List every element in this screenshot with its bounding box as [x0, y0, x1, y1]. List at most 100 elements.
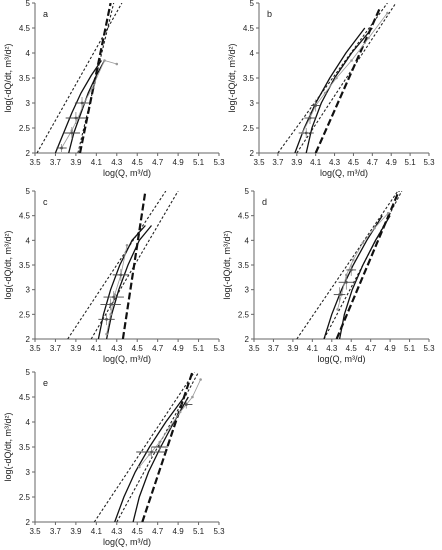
panel-b-data-point [367, 36, 370, 40]
panel-e-x-tick-label: 5.1 [193, 527, 205, 536]
panel-d-data-point [373, 226, 376, 230]
panel-d-series-2-solid [323, 215, 383, 339]
panel-d-x-tick-label: 3.7 [268, 344, 280, 353]
panel-a-x-tick-label: 5.1 [193, 158, 205, 167]
panel-c-series-2-solid [97, 225, 146, 339]
panel-c-x-tick-label: 4.7 [152, 344, 164, 353]
panel-b-x-tick-label: 4.1 [310, 158, 322, 167]
panel-a-data-point [103, 59, 106, 62]
panel-b-label: b [267, 9, 272, 19]
panel-b-series-2-solid [294, 27, 366, 153]
panel-c-series-3-solid [105, 225, 153, 339]
panel-e-x-tick-label: 4.9 [173, 527, 185, 536]
panel-d-data-point [351, 258, 355, 262]
panel-d-data-point [361, 241, 365, 245]
panel-c-error-point [119, 273, 123, 277]
panel-b-error-point [314, 104, 318, 107]
panel-a-x-axis-label: log(Q, m³/d) [103, 168, 151, 178]
panel-c-data-point [125, 243, 129, 247]
panel-d-y-tick-label: 4 [245, 236, 250, 245]
panel-a-x-tick-label: 4.3 [111, 158, 123, 167]
panel-c-series-0-dotted [67, 191, 167, 339]
panel-b-y-tick-label: 4.5 [243, 24, 255, 33]
panel-b-y-tick-label: 5 [250, 0, 255, 8]
panel-c-y-tick-label: 2 [26, 335, 31, 344]
panel-b-series-0-dotted [277, 3, 388, 153]
panel-b-y-tick-label: 4 [250, 49, 255, 58]
panel-a-x-tick-label: 4.5 [132, 158, 144, 167]
panel-d-series-0-dotted [296, 191, 399, 339]
panel-a-data-point [90, 86, 94, 90]
panel-b-data-point [386, 11, 389, 15]
panel-a-x-tick-label: 4.9 [173, 158, 185, 167]
panel-b-data-point [335, 76, 338, 80]
panel-d-x-axis-label: log(Q, m³/d) [317, 354, 365, 364]
panel-e-y-tick-label: 5 [26, 368, 31, 377]
panel-c-y-tick-label: 3.5 [19, 261, 31, 270]
panel-d-x-tick-label: 5.1 [404, 344, 416, 353]
panel-a-series-0-dotted [36, 3, 123, 153]
panel-d-x-tick-label: 4.5 [346, 344, 358, 353]
panel-a-x-tick-label: 3.5 [29, 158, 41, 167]
panel-b-x-axis-label: log(Q, m³/d) [320, 168, 368, 178]
panel-d-x-tick-label: 4.7 [365, 344, 377, 353]
panel-a-label: a [43, 9, 48, 19]
panel-b-series-4-dashed [314, 7, 381, 153]
panel-a-error-point [70, 131, 74, 135]
panel-b-y-axis-label: log(-dQ/dt, m³/d²) [227, 43, 237, 112]
panel-e-data-point [148, 453, 151, 456]
panel-d-y-tick-label: 3.5 [238, 261, 250, 270]
panel-c-x-tick-label: 4.1 [91, 344, 103, 353]
panel-c-series-5-thin [106, 245, 128, 335]
panel-d-y-tick-label: 5 [245, 187, 250, 196]
panel-b-y-tick-label: 2 [250, 149, 255, 158]
panel-a-y-tick-label: 4.5 [19, 24, 31, 33]
panel-a-y-tick-label: 5 [26, 0, 31, 8]
panel-c-x-tick-label: 3.9 [70, 344, 82, 353]
panel-c-data-point [109, 313, 112, 316]
panel-b-data-point [350, 59, 353, 62]
panel-d-data-point [336, 308, 339, 311]
panel-d-x-tick-label: 5.3 [423, 344, 435, 353]
panel-d-x-tick-label: 4.1 [307, 344, 319, 353]
panel-c-y-tick-label: 4 [26, 236, 31, 245]
panel-e-data-point [191, 395, 194, 399]
panel-c-error-point [109, 303, 113, 306]
panel-c-data-point [105, 332, 108, 336]
panel-d-y-tick-label: 3 [245, 286, 250, 295]
panel-a-x-tick-label: 5.3 [213, 158, 225, 167]
panel-e-error-point [150, 450, 153, 454]
panel-c-label: c [43, 197, 48, 207]
panel-c-y-tick-label: 4.5 [19, 212, 31, 221]
panel-e-series-3-solid [132, 396, 189, 522]
panel-d-series-3-solid [338, 215, 391, 339]
panel-d-y-axis-label: log(-dQ/dt, m³/d²) [222, 230, 232, 299]
panel-e-x-tick-label: 4.7 [152, 527, 164, 536]
panel-e-x-axis-label: log(Q, m³/d) [103, 537, 151, 547]
panel-d-x-tick-label: 3.5 [248, 344, 260, 353]
panel-e-y-axis-label: log(-dQ/dt, m³/d²) [3, 412, 13, 481]
panel-e-data-point [178, 410, 182, 414]
panel-c-x-tick-label: 4.3 [111, 344, 123, 353]
panel-a-x-tick-label: 3.9 [70, 158, 82, 167]
panel-e-y-tick-label: 4 [26, 418, 31, 427]
panel-d-error-point [349, 268, 353, 272]
panel-c-error-point [112, 295, 116, 299]
panel-b-series-5-thin [302, 12, 388, 134]
panel-a-data-point [115, 62, 119, 66]
panel-b-data-point [323, 91, 327, 95]
panel-a-error-point [80, 101, 84, 105]
panel-b-series-1-dotted [296, 3, 397, 153]
panel-e-x-tick-label: 4.1 [91, 527, 103, 536]
panel-e-series-0-dotted [93, 372, 195, 522]
panel-b-y-tick-label: 2.5 [243, 124, 255, 133]
panel-a-series-2-solid [54, 60, 102, 153]
panel-d-x-tick-label: 4.9 [385, 344, 397, 353]
panel-e-y-tick-label: 3.5 [19, 443, 31, 452]
panel-c-y-axis-label: log(-dQ/dt, m³/d²) [3, 230, 13, 299]
panel-a-y-tick-label: 2 [26, 149, 31, 158]
panel-d-error-point [344, 280, 348, 284]
panel-b-y-tick-label: 3 [250, 99, 255, 108]
panel-d-y-tick-label: 2 [245, 335, 250, 344]
